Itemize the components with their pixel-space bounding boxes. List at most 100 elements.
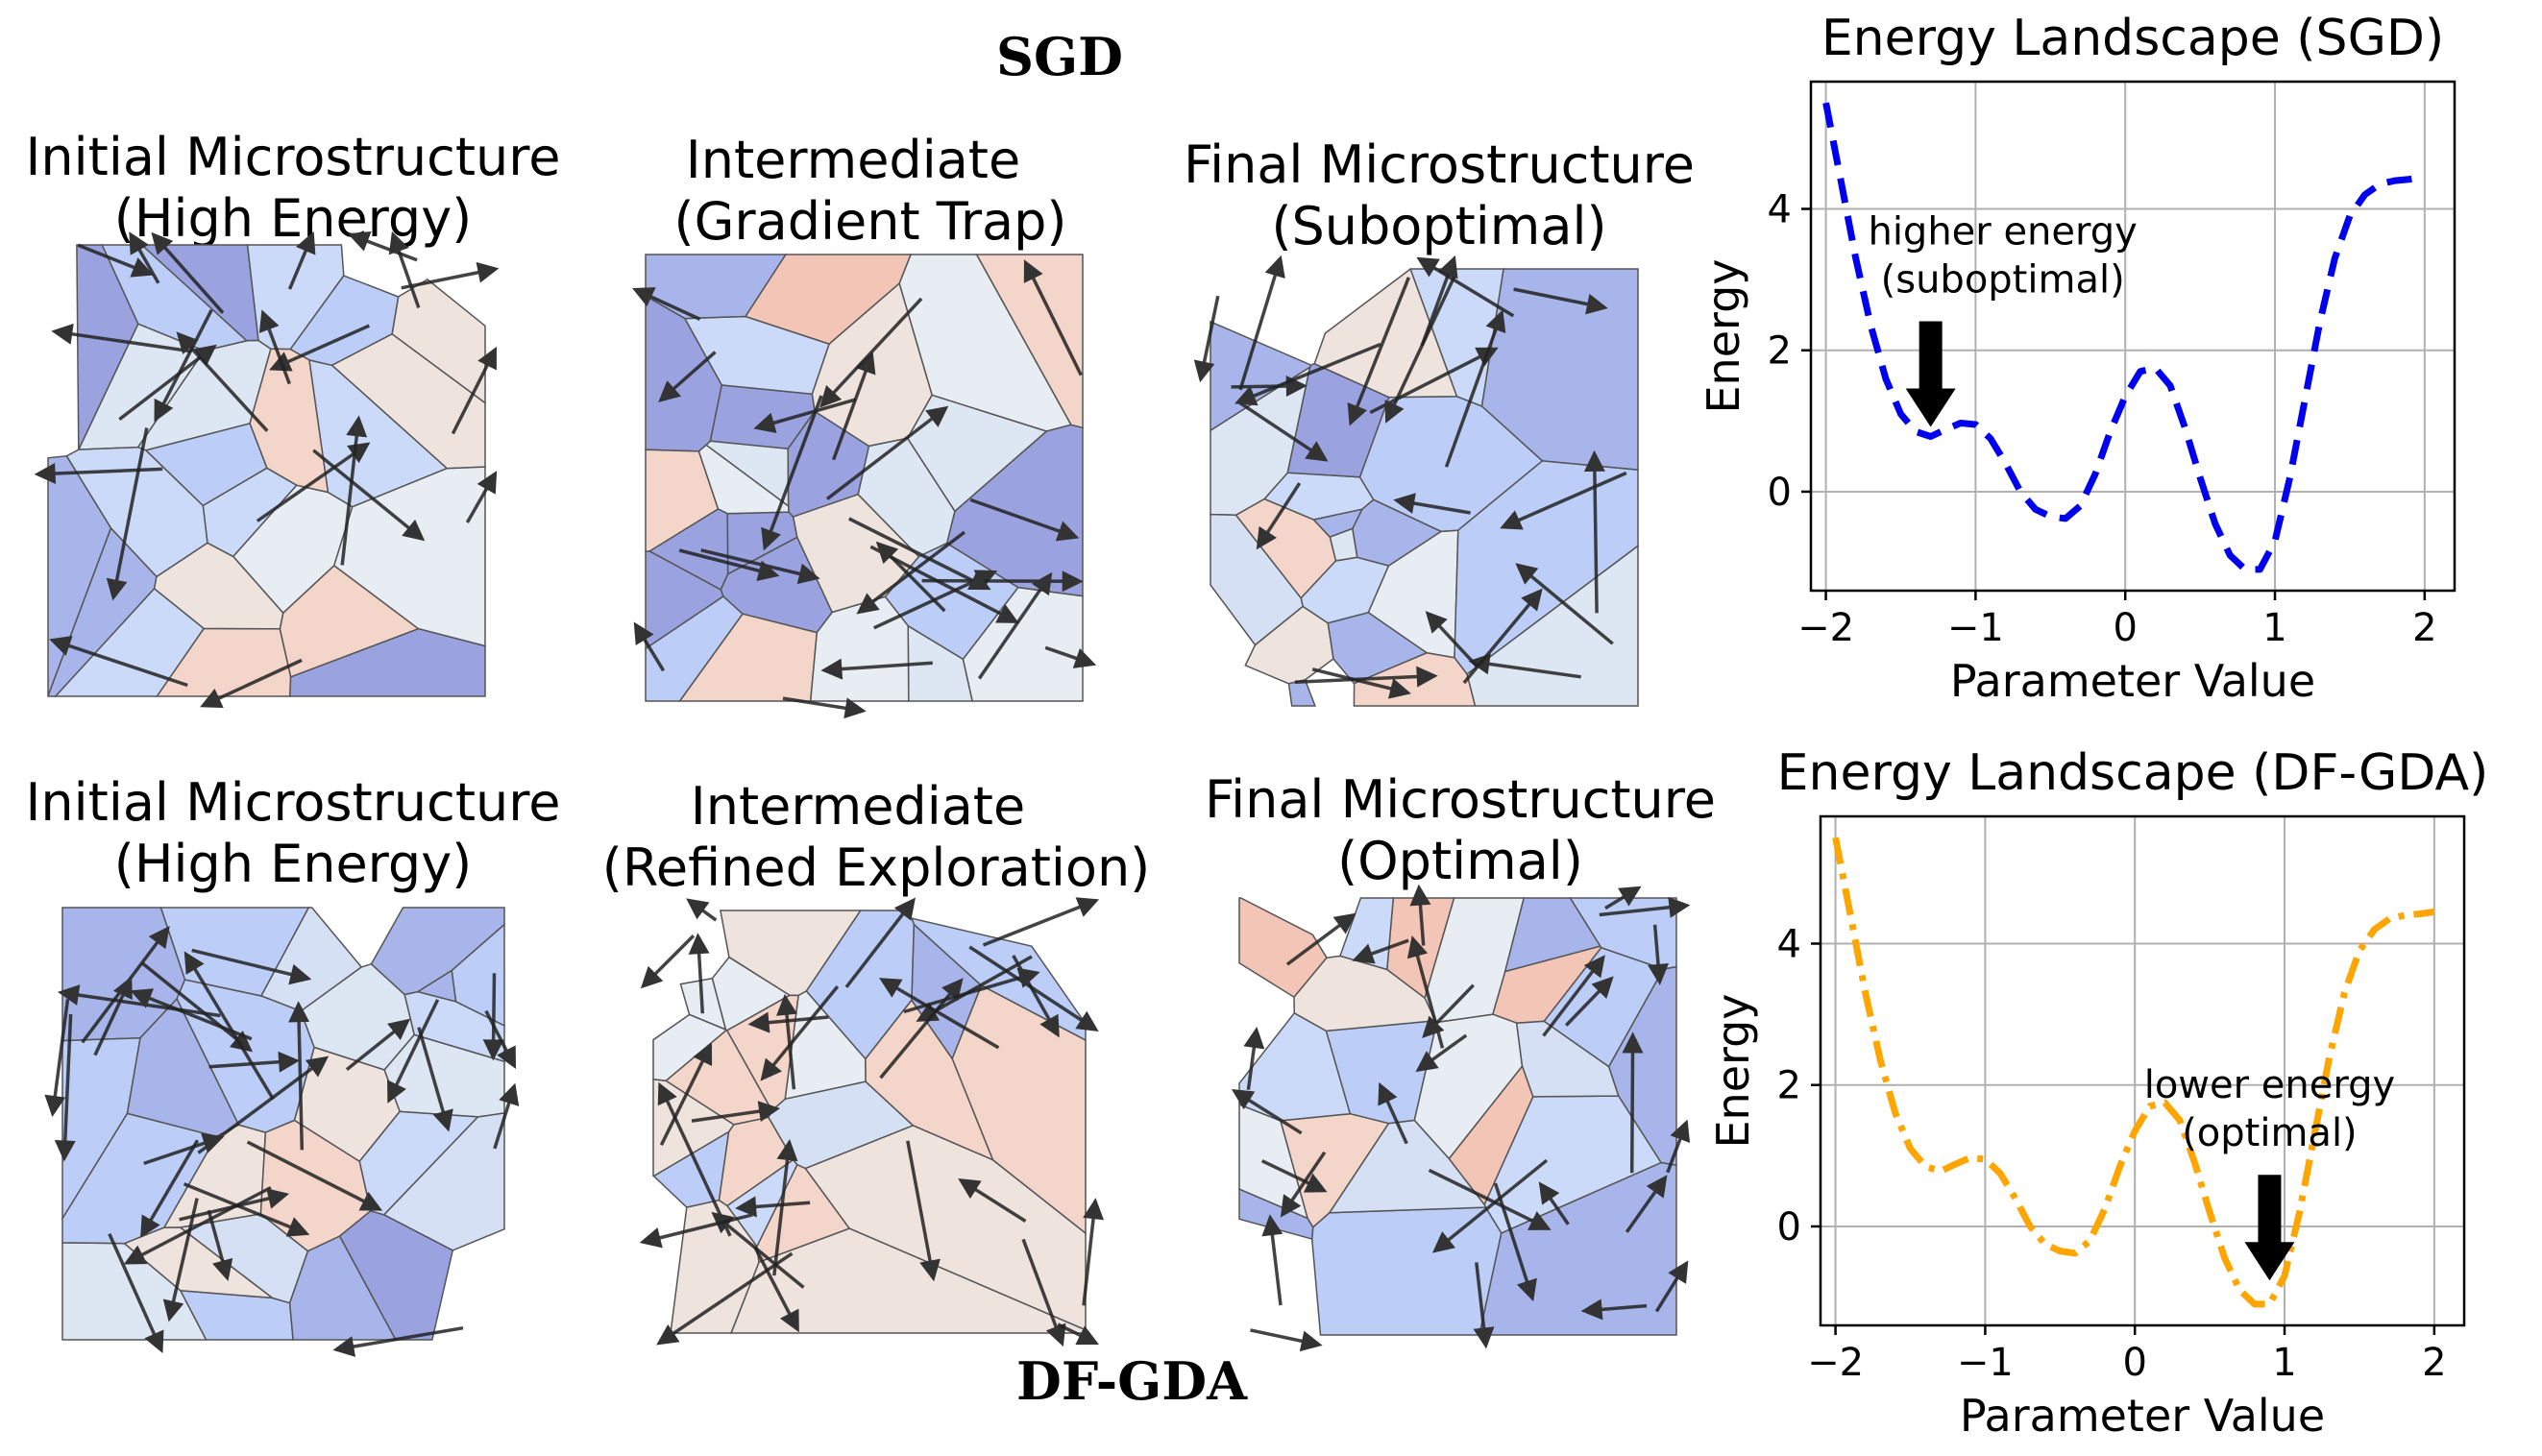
gradient-arrow <box>287 231 316 290</box>
panel-3-title-line-2: (Suboptimal) <box>1271 196 1606 256</box>
gradient-arrow <box>140 961 254 1053</box>
gradient-arrow <box>711 1211 805 1289</box>
gradient-arrow <box>1599 896 1691 918</box>
gradient-arrow <box>200 658 303 709</box>
gradient-arrow <box>176 331 269 432</box>
gradient-arrow <box>1625 1175 1668 1233</box>
gradient-arrow <box>1231 375 1308 397</box>
gradient-arrow <box>34 462 163 484</box>
gradient-arrow <box>633 621 666 672</box>
gradient-arrow <box>761 395 823 551</box>
x-tick-label: −1 <box>1947 606 2004 650</box>
grain-cell <box>76 244 139 451</box>
x-tick-label: 2 <box>2422 1341 2446 1385</box>
gradient-arrow <box>1513 287 1608 315</box>
gradient-arrow <box>977 571 1053 680</box>
y-tick-label: 2 <box>1768 329 1792 374</box>
chart-title: Energy Landscape (DF-GDA) <box>1777 744 2489 802</box>
gradient-arrow <box>387 999 440 1104</box>
gradient-arrow <box>656 1251 794 1346</box>
gradient-arrow <box>844 897 916 988</box>
gradient-arrow <box>348 231 418 262</box>
gradient-arrow <box>1468 653 1581 679</box>
panel-2-title-line-1: Intermediate <box>686 130 1020 190</box>
gradient-arrow <box>493 1082 520 1150</box>
gradient-arrow <box>1583 449 1605 614</box>
annotation-text: (optimal) <box>2182 1111 2357 1155</box>
gradient-arrow <box>465 471 498 523</box>
grain-cell <box>945 424 1084 597</box>
gradient-arrow <box>760 984 840 1081</box>
gradient-arrow <box>1500 471 1627 530</box>
gradient-arrow <box>1234 342 1381 406</box>
gradient-arrow <box>130 988 253 1041</box>
gradient-arrow <box>179 1188 290 1222</box>
gradient-arrow <box>1604 886 1642 910</box>
gradient-arrow <box>1384 276 1456 424</box>
gradient-arrow <box>1082 1198 1104 1306</box>
panel-2-title-line-2: (Gradient Trap) <box>674 191 1067 252</box>
y-tick-label: 4 <box>1768 188 1792 232</box>
gradient-arrow <box>44 999 70 1117</box>
gradient-arrow <box>256 442 371 522</box>
gradient-arrow <box>1428 1168 1552 1230</box>
grain-cell <box>645 595 745 702</box>
gradient-arrow <box>269 324 371 372</box>
gradient-arrow <box>1622 1031 1644 1174</box>
x-tick-label: −2 <box>1807 1341 1864 1385</box>
gradient-arrow <box>1493 1182 1537 1302</box>
gradient-arrow <box>77 243 154 278</box>
microstructure-panel-initial-sgd <box>34 231 500 709</box>
gradient-arrow <box>879 978 964 1080</box>
gradient-arrow <box>482 973 504 1061</box>
panel-4-title-line-2: (High Energy) <box>114 834 472 894</box>
gradient-arrow <box>820 658 933 680</box>
gradient-arrow <box>1666 1119 1691 1174</box>
gradient-arrow <box>1422 983 1475 1039</box>
gradient-arrow <box>417 1027 453 1132</box>
panel-1-title-line-1: Initial Microstructure <box>26 127 561 187</box>
x-axis-label: Parameter Value <box>1960 1390 2325 1442</box>
gradient-arrow <box>118 344 217 421</box>
grain-cell <box>1310 1206 1503 1336</box>
gradient-arrow <box>921 570 1084 593</box>
gradient-arrow <box>958 1178 1027 1223</box>
gradient-arrow <box>1416 256 1515 318</box>
panel-1-title-line-2: (High Energy) <box>114 188 472 249</box>
gradient-arrow <box>1023 259 1083 376</box>
gradient-arrow <box>772 1139 798 1276</box>
gradient-arrow <box>345 1018 411 1071</box>
gradient-arrow <box>1250 1328 1323 1352</box>
gradient-arrow <box>678 548 780 581</box>
gradient-arrow <box>1393 493 1471 515</box>
grain-cell <box>249 348 330 494</box>
gradient-arrow <box>903 967 1040 1014</box>
grain-cell <box>975 254 1084 429</box>
gradient-arrow <box>129 231 160 284</box>
gradient-arrow <box>183 1182 310 1237</box>
gradient-arrow <box>1261 1214 1283 1306</box>
gradient-arrow <box>1409 884 1431 946</box>
gradient-arrow <box>659 1042 713 1146</box>
gradient-arrow <box>1347 277 1411 426</box>
gradient-arrow <box>982 897 1100 947</box>
x-tick-label: 0 <box>2113 606 2137 650</box>
y-tick-label: 0 <box>1768 471 1792 515</box>
x-tick-label: 2 <box>2412 606 2436 650</box>
panel-6-title-line-1: Final Microstructure <box>1205 769 1716 830</box>
panel-6-title-line-2: (Optimal) <box>1337 831 1583 891</box>
gradient-arrow <box>258 309 291 385</box>
energy-series-line <box>1822 102 2426 573</box>
gradient-arrow <box>875 541 946 613</box>
energy-chart-dfgda: −2 −1 0 1 2 0 2 4 Energy Landscape (DF-GDA) Param… <box>1707 744 2488 1442</box>
gradient-arrow <box>106 427 149 601</box>
annotation-text: higher energy <box>1868 210 2137 255</box>
gradient-arrow <box>735 1196 811 1218</box>
gradient-arrow <box>143 1132 225 1166</box>
gradient-arrow <box>1425 611 1479 668</box>
gradient-arrow <box>753 1246 799 1333</box>
annotation-text: lower energy <box>2144 1063 2395 1107</box>
x-tick-label: −2 <box>1797 606 1854 650</box>
gradient-arrow <box>1580 1298 1648 1321</box>
gradient-arrow <box>340 415 368 566</box>
